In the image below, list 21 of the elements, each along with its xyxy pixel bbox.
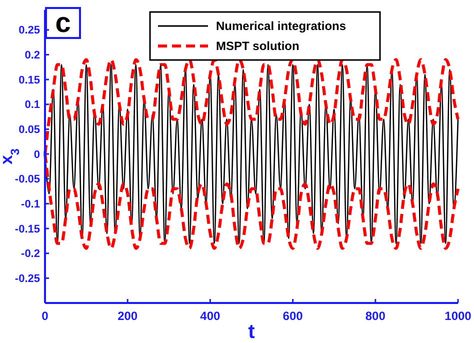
x-tick-label: 1000 — [444, 309, 472, 323]
x-axis-title: t — [248, 321, 256, 343]
y-tick-label: 0.15 — [18, 74, 40, 86]
y-tick-label: 0.05 — [18, 124, 40, 136]
y-tick-label: -0.1 — [21, 198, 40, 211]
y-tick-label: -0.15 — [14, 223, 40, 236]
y-tick-label: 0.1 — [24, 99, 40, 112]
y-tick-label: -0.05 — [14, 174, 40, 186]
y-tick-label: 0.25 — [18, 24, 40, 37]
annotation: c — [55, 7, 71, 38]
x-tick-label: 600 — [282, 309, 304, 323]
legend-label: Numerical integrations — [216, 19, 346, 34]
y-tick-label: 0 — [34, 148, 40, 161]
y-tick-label: 0.2 — [24, 50, 40, 62]
x-tick-label: 400 — [200, 309, 221, 323]
x-tick-label: 800 — [365, 309, 386, 323]
y-tick-label: -0.2 — [21, 248, 40, 260]
legend-label: MSPT solution — [216, 39, 300, 54]
x-tick-label: 200 — [118, 309, 138, 323]
y-tick-label: -0.25 — [14, 273, 40, 286]
x-tick-label: 0 — [42, 309, 49, 323]
